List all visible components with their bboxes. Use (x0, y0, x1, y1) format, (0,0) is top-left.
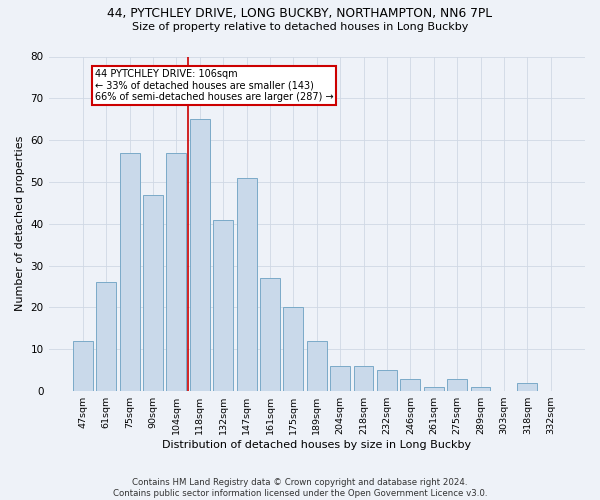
Y-axis label: Number of detached properties: Number of detached properties (15, 136, 25, 312)
Bar (120, 152, 140, 391)
Text: 44 PYTCHLEY DRIVE: 106sqm
← 33% of detached houses are smaller (143)
66% of semi: 44 PYTCHLEY DRIVE: 106sqm ← 33% of detac… (95, 69, 333, 102)
Bar (330, 366, 350, 391)
Bar (143, 194, 163, 391)
Bar (213, 220, 233, 391)
Bar (424, 387, 443, 391)
Bar (447, 378, 467, 391)
Bar (353, 366, 373, 391)
Bar (377, 370, 397, 391)
Text: Contains HM Land Registry data © Crown copyright and database right 2024.
Contai: Contains HM Land Registry data © Crown c… (113, 478, 487, 498)
Bar (97, 282, 116, 391)
Bar (307, 341, 327, 391)
Bar (260, 278, 280, 391)
Bar (283, 308, 304, 391)
Text: Size of property relative to detached houses in Long Buckby: Size of property relative to detached ho… (132, 22, 468, 32)
Bar (73, 341, 93, 391)
Bar (400, 378, 420, 391)
Text: 44, PYTCHLEY DRIVE, LONG BUCKBY, NORTHAMPTON, NN6 7PL: 44, PYTCHLEY DRIVE, LONG BUCKBY, NORTHAM… (107, 8, 493, 20)
Bar (470, 387, 490, 391)
Bar (236, 178, 257, 391)
Bar (190, 119, 210, 391)
Bar (517, 382, 537, 391)
X-axis label: Distribution of detached houses by size in Long Buckby: Distribution of detached houses by size … (162, 440, 472, 450)
Bar (166, 152, 187, 391)
